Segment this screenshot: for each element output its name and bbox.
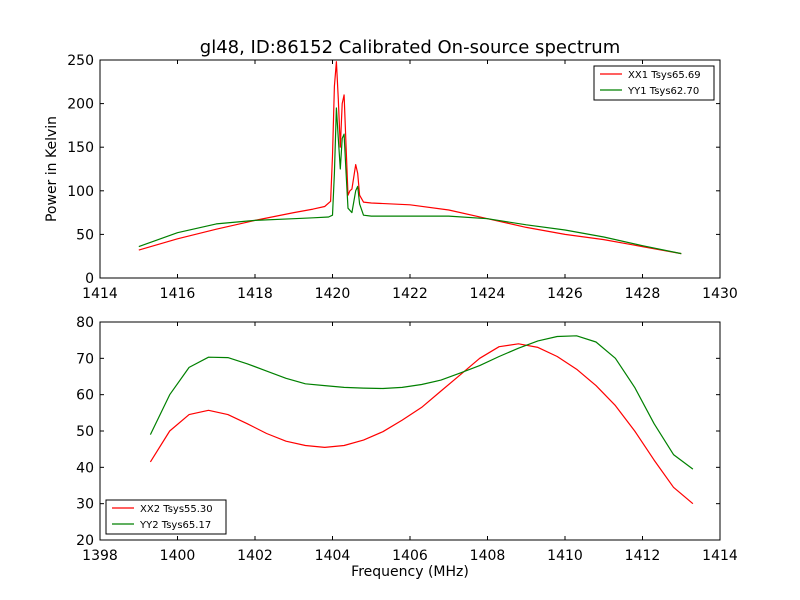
top-ytick-label: 200 bbox=[67, 97, 94, 113]
bottom-ytick-label: 30 bbox=[76, 497, 94, 513]
top-xtick-label: 1420 bbox=[315, 286, 351, 302]
top-ytick-label: 100 bbox=[67, 184, 94, 200]
bottom-legend: XX2 Tsys55.30 YY2 Tsys65.17 bbox=[105, 499, 227, 535]
bottom-xtick-label: 1410 bbox=[547, 548, 583, 564]
top-ytick-label: 50 bbox=[76, 227, 94, 243]
top-legend-box bbox=[593, 65, 715, 101]
bottom-legend-label-xx2: XX2 Tsys55.30 bbox=[140, 504, 213, 515]
bottom-ytick-label: 20 bbox=[76, 533, 94, 549]
top-title: gl48, ID:86152 Calibrated On-source spec… bbox=[200, 37, 620, 58]
bottom-legend-box bbox=[105, 499, 227, 535]
bottom-panel: 1398 1400 1402 1404 1406 1408 1410 1412 1414 20 30… bbox=[76, 315, 738, 580]
bottom-series-line-1 bbox=[149, 335, 694, 470]
bottom-xtick-label: 1406 bbox=[392, 548, 428, 564]
top-ylabel: Power in Kelvin bbox=[44, 116, 60, 222]
bottom-xtick-label: 1398 bbox=[82, 548, 118, 564]
bottom-ytick-label: 50 bbox=[76, 424, 94, 440]
top-legend: XX1 Tsys65.69 YY1 Tsys62.70 bbox=[593, 65, 715, 101]
bottom-xtick-label: 1402 bbox=[237, 548, 273, 564]
bottom-xtick-label: 1400 bbox=[160, 548, 196, 564]
top-legend-label-yy1: YY1 Tsys62.70 bbox=[627, 86, 699, 97]
bottom-legend-label-yy2: YY2 Tsys65.17 bbox=[139, 520, 211, 531]
bottom-ytick-label: 60 bbox=[76, 388, 94, 404]
top-xtick-label: 1414 bbox=[82, 286, 118, 302]
top-xtick-label: 1426 bbox=[547, 286, 583, 302]
bottom-series-line-0 bbox=[149, 343, 694, 505]
bottom-axis-ticks: 1398 1400 1402 1404 1406 1408 1410 1412 1414 20 30… bbox=[76, 315, 738, 564]
bottom-xtick-label: 1404 bbox=[315, 548, 351, 564]
top-xtick-label: 1430 bbox=[702, 286, 738, 302]
top-axis-ticks: 1414 1416 1418 1420 1422 1424 1426 1428 1430 0 50 1… bbox=[67, 53, 738, 302]
top-panel: gl48, ID:86152 Calibrated On-source spec… bbox=[44, 37, 738, 302]
top-xtick-label: 1416 bbox=[160, 286, 196, 302]
bottom-ytick-label: 70 bbox=[76, 351, 94, 367]
top-series-lines bbox=[138, 61, 682, 255]
top-ytick-label: 0 bbox=[85, 271, 94, 287]
bottom-xtick-label: 1414 bbox=[702, 548, 738, 564]
top-xtick-label: 1424 bbox=[470, 286, 506, 302]
bottom-xtick-label: 1408 bbox=[470, 548, 506, 564]
bottom-xtick-label: 1412 bbox=[625, 548, 661, 564]
bottom-xlabel: Frequency (MHz) bbox=[351, 564, 469, 580]
top-ytick-label: 250 bbox=[67, 53, 94, 69]
bottom-series-lines bbox=[149, 335, 694, 505]
top-legend-label-xx1: XX1 Tsys65.69 bbox=[628, 70, 701, 81]
top-ytick-label: 150 bbox=[67, 140, 94, 156]
top-xtick-label: 1422 bbox=[392, 286, 428, 302]
top-series-line-0 bbox=[138, 61, 682, 255]
top-xtick-label: 1418 bbox=[237, 286, 273, 302]
top-series-line-1 bbox=[138, 107, 682, 255]
bottom-ytick-label: 80 bbox=[76, 315, 94, 331]
bottom-ytick-label: 40 bbox=[76, 460, 94, 476]
top-xtick-label: 1428 bbox=[625, 286, 661, 302]
